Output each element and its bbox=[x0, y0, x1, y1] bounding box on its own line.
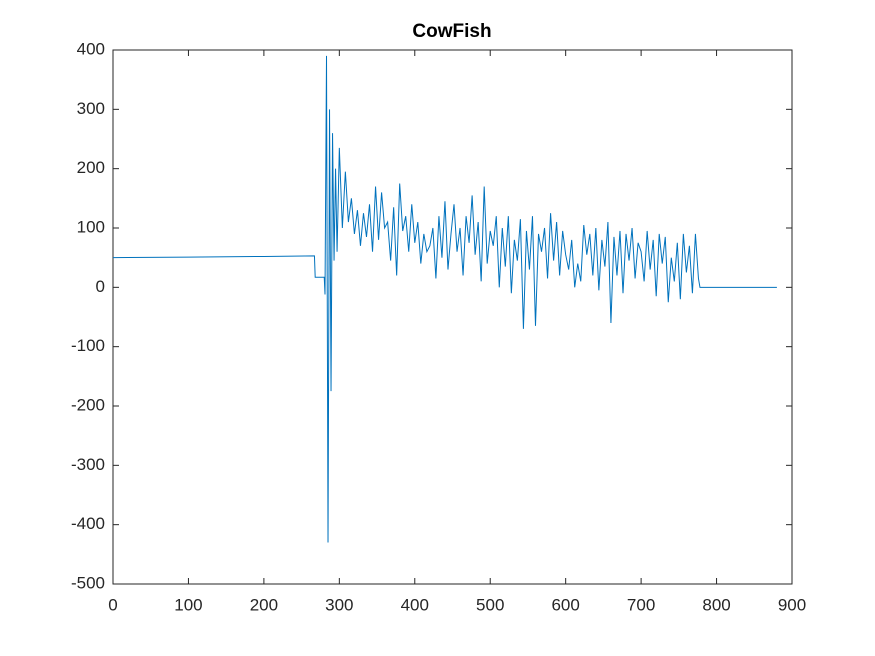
x-tick-label: 800 bbox=[702, 595, 730, 614]
y-tick-label: 0 bbox=[96, 277, 105, 296]
x-tick-label: 700 bbox=[627, 595, 655, 614]
chart-title: CowFish bbox=[412, 21, 491, 42]
x-tick-label: 300 bbox=[325, 595, 353, 614]
y-tick-label: 100 bbox=[77, 217, 105, 236]
x-tick-label: 600 bbox=[551, 595, 579, 614]
y-tick-label: -200 bbox=[71, 395, 105, 414]
axes-box bbox=[112, 49, 793, 585]
x-tick-label: 400 bbox=[401, 595, 429, 614]
y-tick-label: 300 bbox=[77, 99, 105, 118]
y-tick-label: -400 bbox=[71, 514, 105, 533]
x-tick-label: 200 bbox=[250, 595, 278, 614]
x-tick-label: 100 bbox=[174, 595, 202, 614]
y-tick-label: -100 bbox=[71, 336, 105, 355]
x-tick-label: 0 bbox=[108, 595, 117, 614]
x-tick-label: 500 bbox=[476, 595, 504, 614]
data-line bbox=[112, 55, 777, 543]
y-tick-label: -500 bbox=[71, 573, 105, 592]
y-tick-label: -300 bbox=[71, 455, 105, 474]
x-tick-label: 900 bbox=[778, 595, 806, 614]
y-tick-label: 400 bbox=[77, 39, 105, 58]
y-tick-label: 200 bbox=[77, 158, 105, 177]
